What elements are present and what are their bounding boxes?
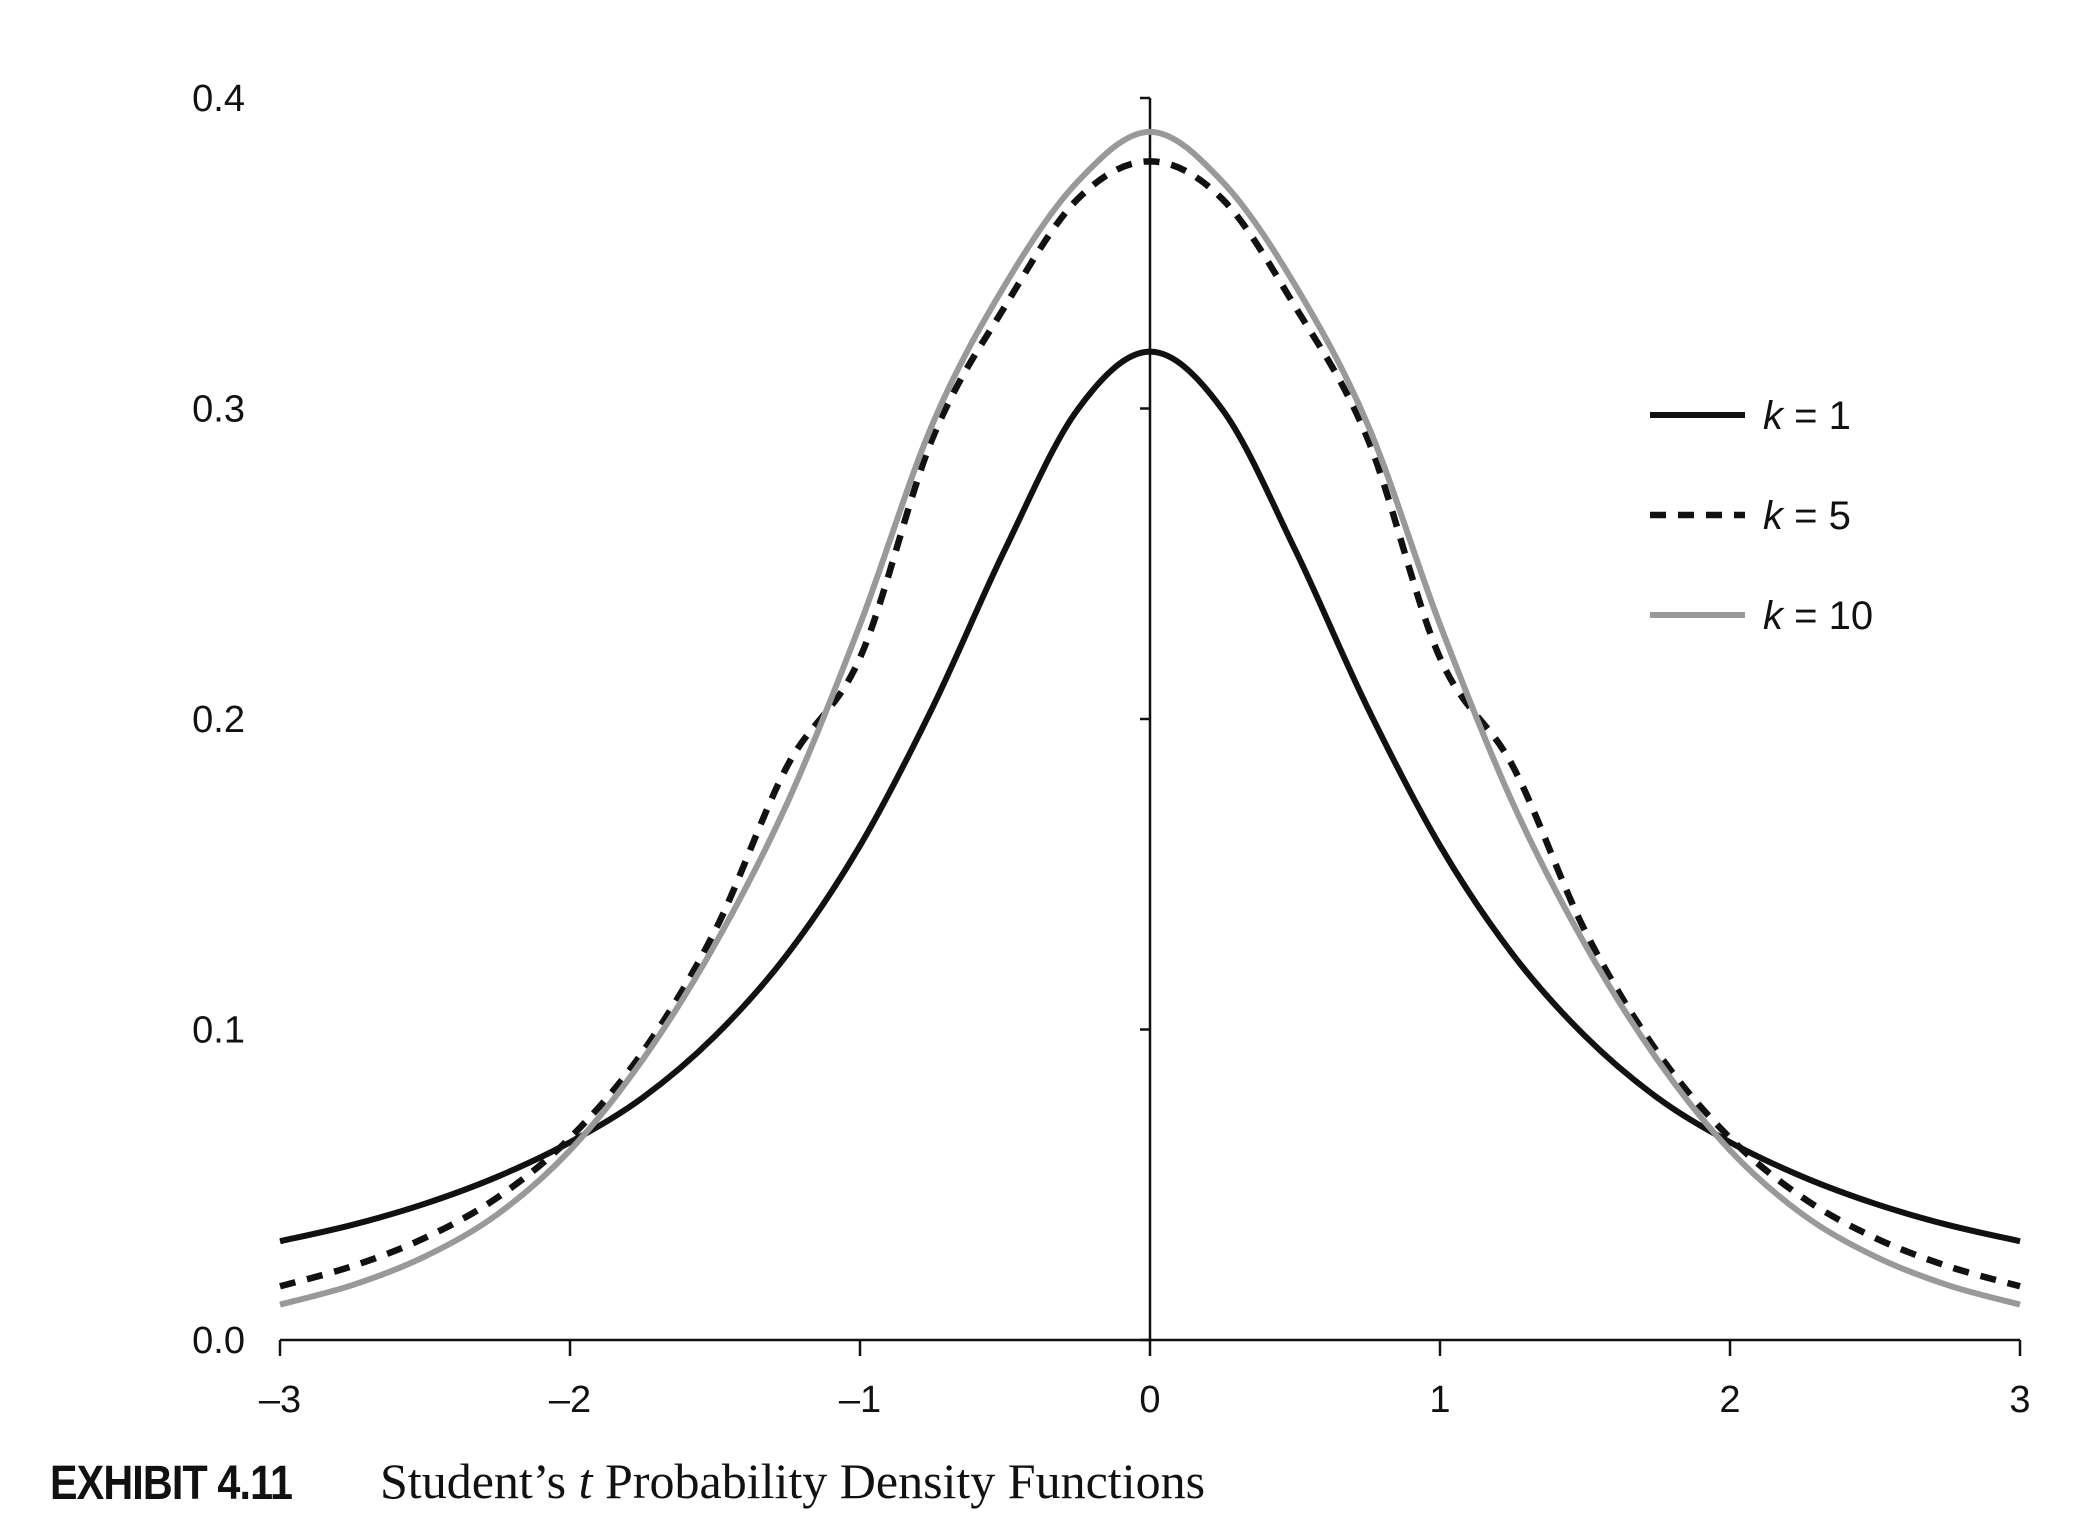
axes (278, 96, 2022, 1356)
y-tick-label: 0.4 (192, 78, 245, 120)
x-tick-label: 1 (1429, 1379, 1450, 1421)
x-tick-label: –3 (259, 1379, 301, 1421)
caption-title-pre: Student’s (380, 1453, 579, 1509)
x-tick-label: –1 (839, 1379, 881, 1421)
x-tick-label: 3 (2009, 1379, 2030, 1421)
series-group (279, 128, 2021, 1308)
y-tick-label: 0.0 (192, 1320, 245, 1362)
caption-title-italic: t (578, 1453, 593, 1509)
legend-label: k = 1 (1763, 394, 1851, 438)
y-tick-label: 0.1 (192, 1010, 245, 1052)
caption-title: Student’s t Probability Density Function… (380, 1452, 1205, 1510)
series-line-k-5 (279, 158, 2021, 1290)
legend-label: k = 5 (1763, 494, 1851, 538)
x-tick-label: 0 (1139, 1379, 1160, 1421)
exhibit-number: EXHIBIT 4.11 (50, 1457, 293, 1510)
legend: k = 1 k = 5 k = 10 (1650, 394, 1873, 638)
x-tick-label: 2 (1719, 1379, 1740, 1421)
caption-title-post: Probability Density Functions (592, 1453, 1206, 1509)
y-tick-label: 0.3 (192, 389, 245, 431)
series-line-k-1 (279, 348, 2021, 1245)
series-line-k-10 (279, 128, 2021, 1308)
figure-caption: EXHIBIT 4.11 Student’s t Probability Den… (50, 1453, 1205, 1511)
legend-label: k = 10 (1763, 594, 1873, 638)
y-tick-label: 0.2 (192, 699, 245, 741)
x-tick-label: –2 (549, 1379, 591, 1421)
tick-labels: –3 –2 –1 0 1 2 3 0.0 0.1 0.2 0.3 0.4 (192, 78, 2030, 1421)
